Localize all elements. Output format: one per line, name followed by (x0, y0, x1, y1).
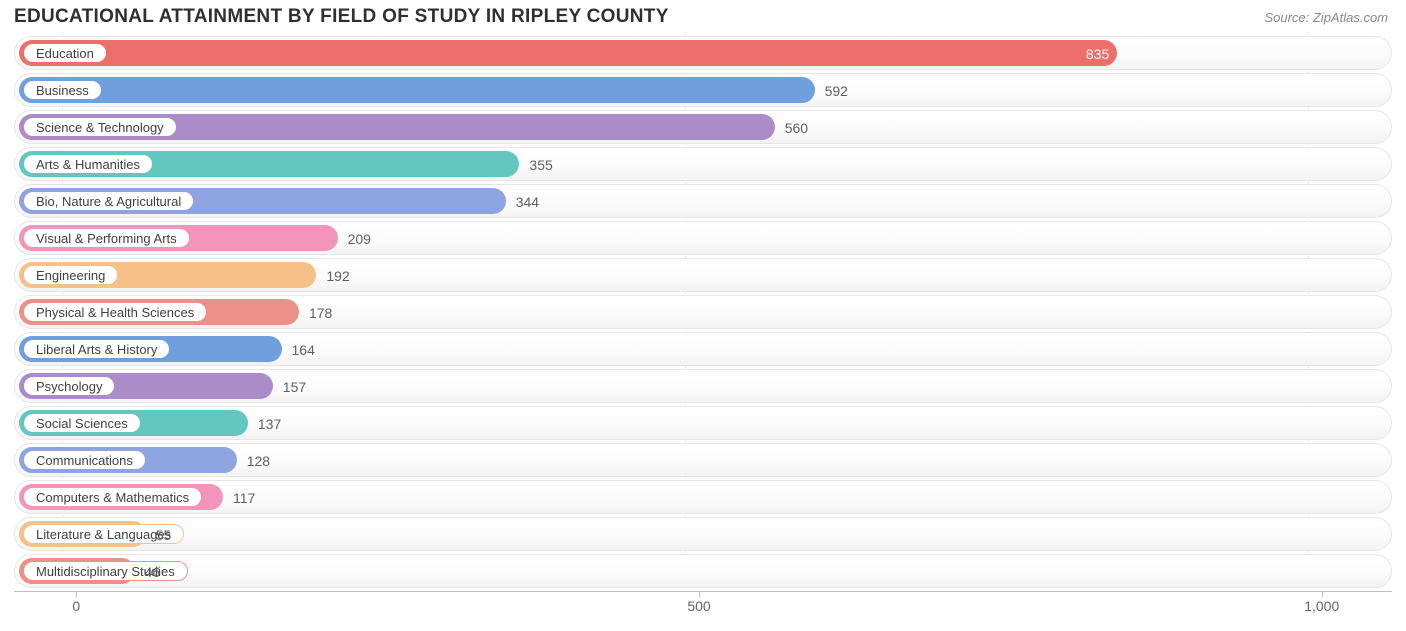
category-pill: Computers & Mathematics (23, 487, 202, 507)
chart-plot-area: Education 835 Business 592 Science & Technol… (0, 32, 1406, 588)
value-label: 192 (326, 259, 349, 292)
axis-tick-label: 0 (72, 598, 80, 614)
x-axis: 0 500 1,000 (14, 591, 1392, 621)
category-pill: Liberal Arts & History (23, 339, 170, 359)
axis-tick-label: 1,000 (1304, 598, 1339, 614)
value-label: 560 (785, 111, 808, 144)
bar (19, 40, 1117, 66)
value-label: 592 (825, 74, 848, 107)
category-pill: Social Sciences (23, 413, 141, 433)
category-pill: Business (23, 80, 102, 100)
category-pill: Education (23, 43, 107, 63)
value-label: 55 (156, 518, 172, 551)
value-label: 164 (292, 333, 315, 366)
chart-title: EDUCATIONAL ATTAINMENT BY FIELD OF STUDY… (14, 6, 669, 28)
value-label: 117 (233, 481, 255, 514)
value-label: 178 (309, 296, 332, 329)
category-pill: Science & Technology (23, 117, 177, 137)
category-pill: Arts & Humanities (23, 154, 153, 174)
category-pill: Engineering (23, 265, 118, 285)
bar (19, 77, 815, 103)
bar-row: Engineering 192 (14, 258, 1392, 292)
value-label: 137 (258, 407, 281, 440)
bar-row: Arts & Humanities 355 (14, 147, 1392, 181)
value-label: 209 (348, 222, 371, 255)
bar-row: Computers & Mathematics 117 (14, 480, 1392, 514)
bar-row: Communications 128 (14, 443, 1392, 477)
category-pill: Visual & Performing Arts (23, 228, 190, 248)
chart-source: Source: ZipAtlas.com (1264, 10, 1388, 25)
axis-tick (699, 591, 700, 597)
value-label: 835 (1086, 37, 1109, 70)
value-label: 128 (247, 444, 270, 477)
bar-row: Visual & Performing Arts 209 (14, 221, 1392, 255)
bar-row: Science & Technology 560 (14, 110, 1392, 144)
category-pill: Psychology (23, 376, 115, 396)
bar-row: Physical & Health Sciences 178 (14, 295, 1392, 329)
axis-tick-label: 500 (687, 598, 710, 614)
bar-row: Multidisciplinary Studies46 (14, 554, 1392, 588)
value-label: 157 (283, 370, 306, 403)
bar-row: Business 592 (14, 73, 1392, 107)
bar-row: Literature & Languages55 (14, 517, 1392, 551)
bar-row: Bio, Nature & Agricultural 344 (14, 184, 1392, 218)
value-label: 355 (529, 148, 552, 181)
chart-header: EDUCATIONAL ATTAINMENT BY FIELD OF STUDY… (0, 0, 1406, 32)
bar-row: Psychology 157 (14, 369, 1392, 403)
bar-row: Education 835 (14, 36, 1392, 70)
value-label: 344 (516, 185, 539, 218)
category-pill: Physical & Health Sciences (23, 302, 207, 322)
category-pill: Bio, Nature & Agricultural (23, 191, 194, 211)
category-pill: Communications (23, 450, 146, 470)
axis-tick (76, 591, 77, 597)
bar-row: Social Sciences 137 (14, 406, 1392, 440)
axis-tick (1322, 591, 1323, 597)
category-pill: Multidisciplinary Studies (23, 561, 188, 581)
value-label: 46 (145, 555, 161, 588)
bar-row: Liberal Arts & History 164 (14, 332, 1392, 366)
